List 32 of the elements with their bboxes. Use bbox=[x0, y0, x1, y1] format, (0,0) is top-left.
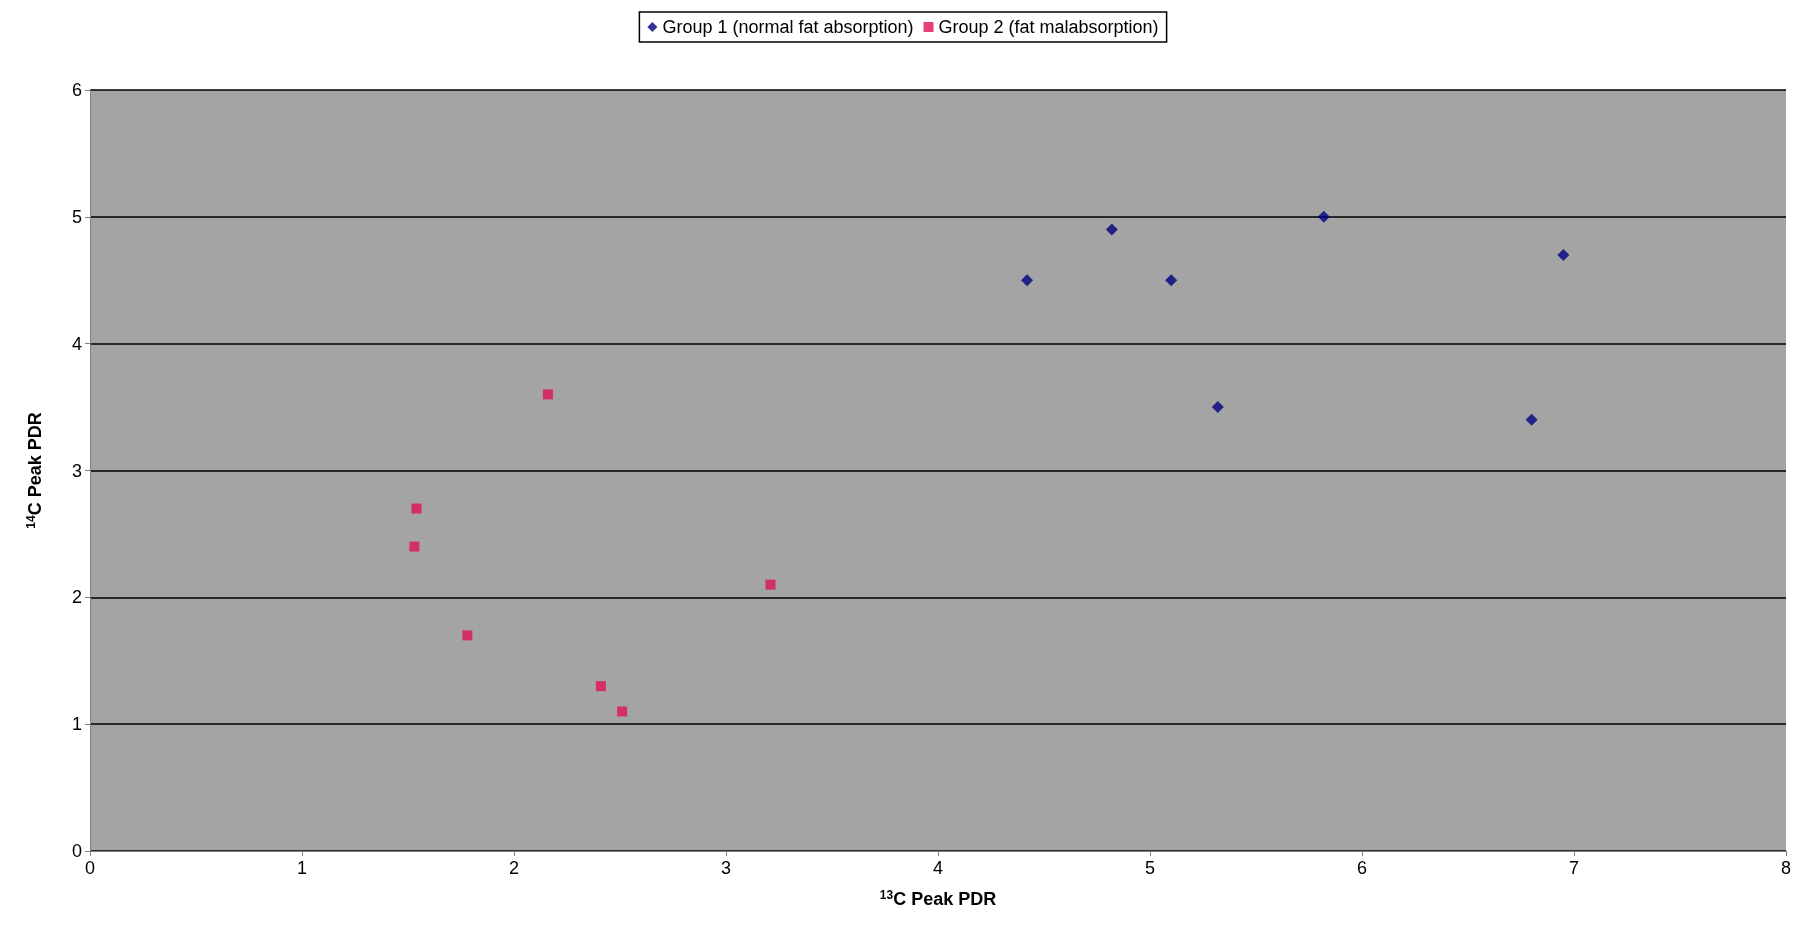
point bbox=[595, 681, 606, 692]
x-tick-label: 3 bbox=[720, 858, 732, 878]
y-tick-label: 3 bbox=[71, 460, 82, 481]
point bbox=[409, 541, 420, 552]
x-tick-label: 4 bbox=[932, 858, 944, 878]
point bbox=[1525, 413, 1538, 426]
y-tick-label: 0 bbox=[71, 841, 82, 861]
y-tick-label: 6 bbox=[71, 80, 82, 100]
point bbox=[765, 579, 776, 590]
point bbox=[1165, 274, 1178, 287]
y-tick-label: 2 bbox=[71, 587, 82, 608]
point bbox=[1021, 274, 1034, 287]
point bbox=[462, 630, 473, 641]
y-tick-label: 1 bbox=[71, 714, 82, 735]
x-tick-label: 8 bbox=[1780, 858, 1792, 878]
legend-label: Group 2 (fat malabsorption) bbox=[938, 17, 1159, 37]
y-tick-label: 4 bbox=[71, 333, 82, 354]
legend-label: Group 1 (normal fat absorption) bbox=[662, 17, 914, 37]
point bbox=[617, 706, 628, 717]
x-tick-label: 5 bbox=[1144, 858, 1156, 878]
x-tick-label: 0 bbox=[84, 858, 96, 878]
y-tick-label: 5 bbox=[71, 206, 82, 227]
point bbox=[411, 503, 422, 514]
point bbox=[1105, 223, 1118, 236]
point bbox=[542, 389, 553, 400]
x-tick-label: 2 bbox=[508, 858, 520, 878]
point bbox=[1557, 248, 1570, 261]
x-tick-label: 7 bbox=[1568, 858, 1580, 878]
point bbox=[1317, 210, 1330, 223]
point bbox=[1211, 401, 1224, 414]
x-tick-label: 1 bbox=[296, 858, 308, 878]
x-tick-label: 6 bbox=[1356, 858, 1368, 878]
